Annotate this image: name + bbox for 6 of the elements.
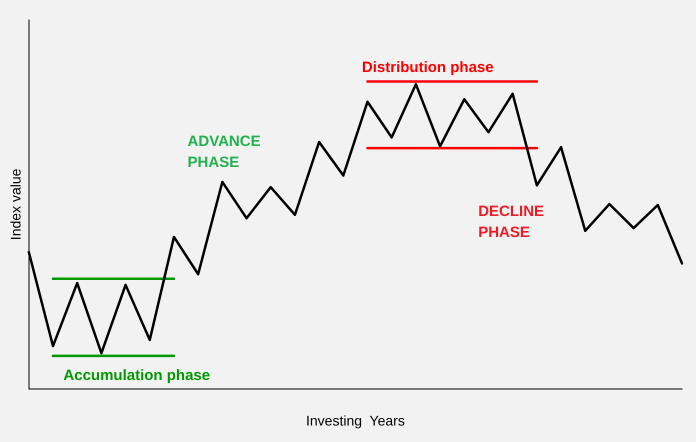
annotation: Accumulation phase [63,367,210,384]
annotation: ADVANCE PHASE [188,132,261,171]
annotation: DECLINE PHASE [478,202,544,241]
x-axis-title: Investing Years [306,412,405,428]
y-axis-title: Index value [7,168,24,240]
text: Distribution phase [362,59,494,76]
